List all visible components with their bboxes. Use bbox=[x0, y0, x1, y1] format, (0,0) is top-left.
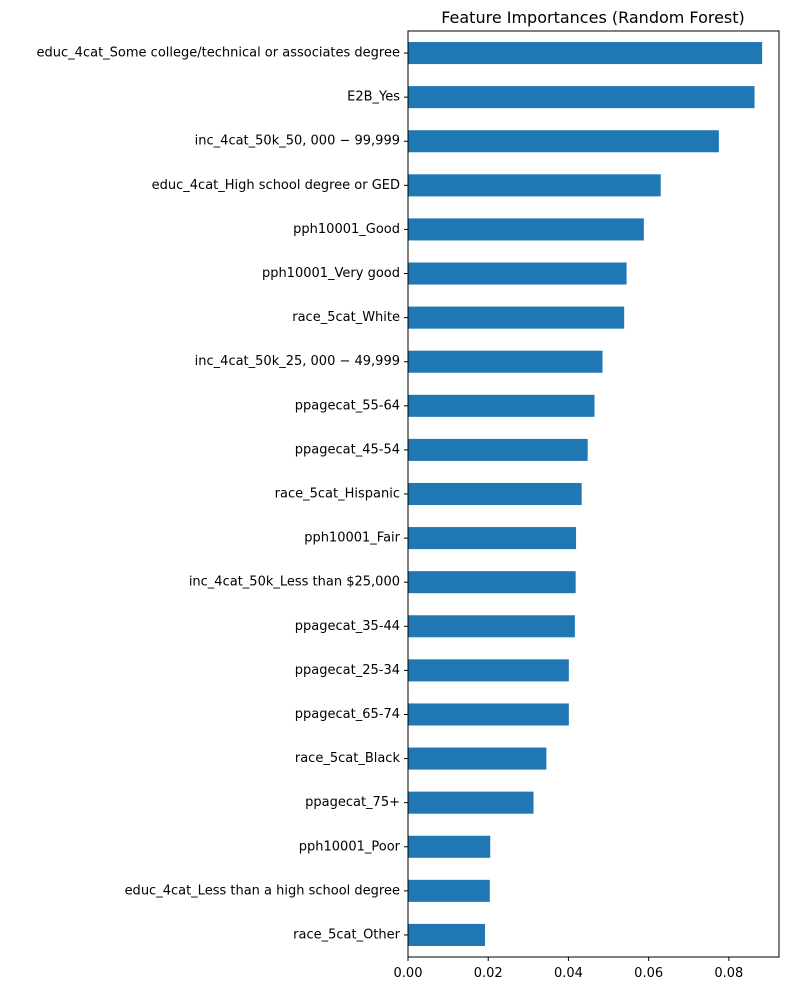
y-tick-label: race_5cat_Black bbox=[295, 751, 401, 766]
y-tick-label: ppagecat_35-44 bbox=[295, 619, 400, 634]
y-tick-label: ppagecat_65-74 bbox=[295, 707, 400, 722]
bar bbox=[408, 791, 534, 814]
bar bbox=[408, 527, 577, 550]
plot-frame bbox=[407, 30, 780, 958]
y-tick-label: ppagecat_75+ bbox=[305, 795, 400, 810]
bar bbox=[408, 923, 486, 946]
y-tick-label: pph10001_Very good bbox=[262, 266, 400, 281]
bar bbox=[408, 747, 547, 770]
y-tick-label: pph10001_Poor bbox=[299, 839, 401, 854]
y-tick-label: educ_4cat_Less than a high school degree bbox=[125, 883, 400, 898]
bars-group bbox=[408, 42, 763, 946]
x-ticks-group: 0.00 0.02 0.04 0.06 0.08 bbox=[394, 957, 743, 981]
y-tick-label: ppagecat_45-54 bbox=[295, 442, 400, 457]
bar bbox=[408, 703, 569, 726]
bar bbox=[408, 42, 763, 65]
bar bbox=[408, 262, 627, 285]
x-tick-label: 0.00 bbox=[394, 966, 423, 981]
y-tick-label: educ_4cat_Some college/technical or asso… bbox=[37, 46, 400, 61]
y-tick-label: E2B_Yes bbox=[347, 90, 400, 105]
y-tick-label: pph10001_Good bbox=[293, 222, 400, 237]
bar bbox=[408, 174, 661, 197]
y-tick-label: pph10001_Fair bbox=[304, 531, 400, 546]
y-tick-label: inc_4cat_50k_50, 000 − 99,999 bbox=[195, 134, 400, 149]
y-tick-label: inc_4cat_50k_Less than $25,000 bbox=[189, 575, 400, 590]
bar bbox=[408, 659, 569, 682]
bar bbox=[408, 86, 755, 109]
bar bbox=[408, 482, 582, 506]
bar bbox=[408, 394, 595, 417]
y-tick-labels-group: educ_4cat_Some college/technical or asso… bbox=[37, 46, 408, 942]
x-tick-label: 0.04 bbox=[554, 966, 583, 981]
chart-title: Feature Importances (Random Forest) bbox=[441, 8, 745, 27]
bar bbox=[408, 835, 491, 858]
x-tick-label: 0.06 bbox=[634, 966, 663, 981]
bar bbox=[408, 879, 490, 902]
bar bbox=[408, 130, 719, 153]
y-tick-label: race_5cat_Other bbox=[293, 927, 401, 942]
bar bbox=[408, 350, 603, 373]
y-tick-label: inc_4cat_50k_25, 000 − 49,999 bbox=[195, 354, 400, 369]
y-tick-label: educ_4cat_High school degree or GED bbox=[152, 178, 400, 193]
bar bbox=[408, 218, 644, 241]
y-tick-label: race_5cat_Hispanic bbox=[275, 487, 400, 502]
y-tick-label: race_5cat_White bbox=[292, 310, 400, 325]
y-tick-label: ppagecat_25-34 bbox=[295, 663, 400, 678]
x-tick-label: 0.02 bbox=[474, 966, 503, 981]
bar bbox=[408, 615, 575, 638]
y-tick-label: ppagecat_55-64 bbox=[295, 398, 400, 413]
bar bbox=[408, 306, 625, 329]
x-tick-label: 0.08 bbox=[714, 966, 743, 981]
bar bbox=[408, 571, 576, 594]
bar bbox=[408, 438, 588, 461]
